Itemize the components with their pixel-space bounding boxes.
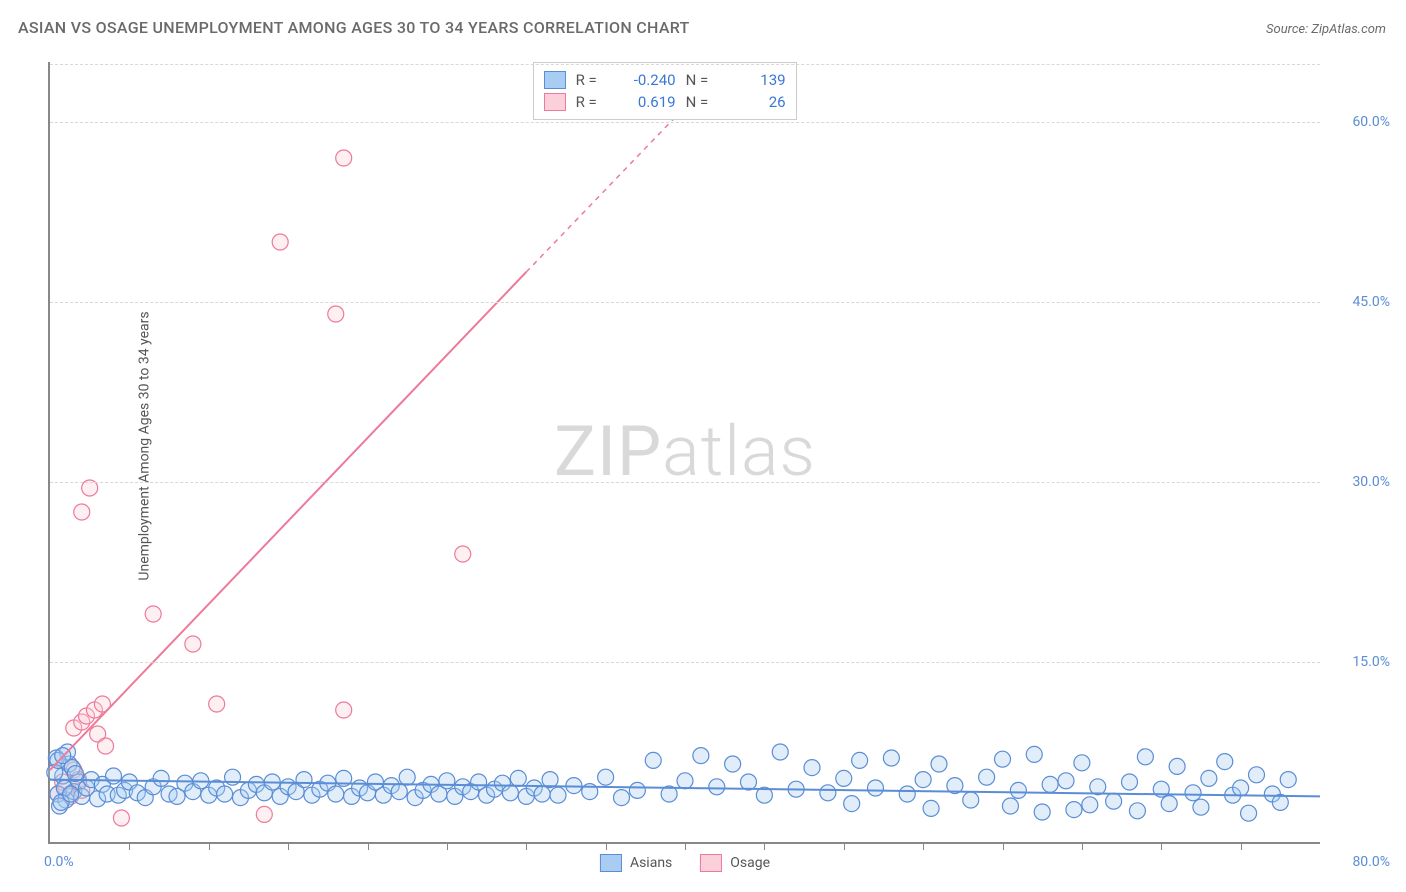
legend-r-label: R = [576, 93, 604, 111]
legend-r-label: R = [576, 71, 604, 89]
y-tick-label: 30.0% [1330, 474, 1390, 490]
legend-n-osage: 26 [724, 93, 786, 111]
correlation-legend: R = -0.240 N = 139 R = 0.619 N = 26 [533, 62, 797, 120]
series-legend: Asians Osage [600, 854, 770, 872]
legend-r-osage: 0.619 [614, 93, 676, 111]
legend-n-label: N = [686, 71, 714, 89]
y-tick-label: 45.0% [1330, 294, 1390, 310]
legend-label-asians: Asians [630, 855, 672, 871]
legend-n-label: N = [686, 93, 714, 111]
legend-swatch-asians [600, 854, 622, 872]
legend-n-asians: 139 [724, 71, 786, 89]
svg-layer [50, 62, 1320, 842]
y-tick-label: 60.0% [1330, 114, 1390, 130]
x-max-label: 80.0% [1352, 854, 1390, 870]
x-origin-label: 0.0% [44, 854, 74, 870]
source-attribution: Source: ZipAtlas.com [1266, 22, 1386, 37]
legend-swatch-osage [544, 93, 566, 111]
legend-r-asians: -0.240 [614, 71, 676, 89]
y-tick-label: 15.0% [1330, 654, 1390, 670]
legend-swatch-osage [700, 854, 722, 872]
legend-label-osage: Osage [730, 855, 770, 871]
chart-title: ASIAN VS OSAGE UNEMPLOYMENT AMONG AGES 3… [18, 18, 690, 37]
legend-swatch-asians [544, 71, 566, 89]
plot-area: ZIPatlas R = -0.240 N = 139 R = 0.619 N … [48, 62, 1320, 844]
chart-container: ASIAN VS OSAGE UNEMPLOYMENT AMONG AGES 3… [0, 0, 1406, 892]
